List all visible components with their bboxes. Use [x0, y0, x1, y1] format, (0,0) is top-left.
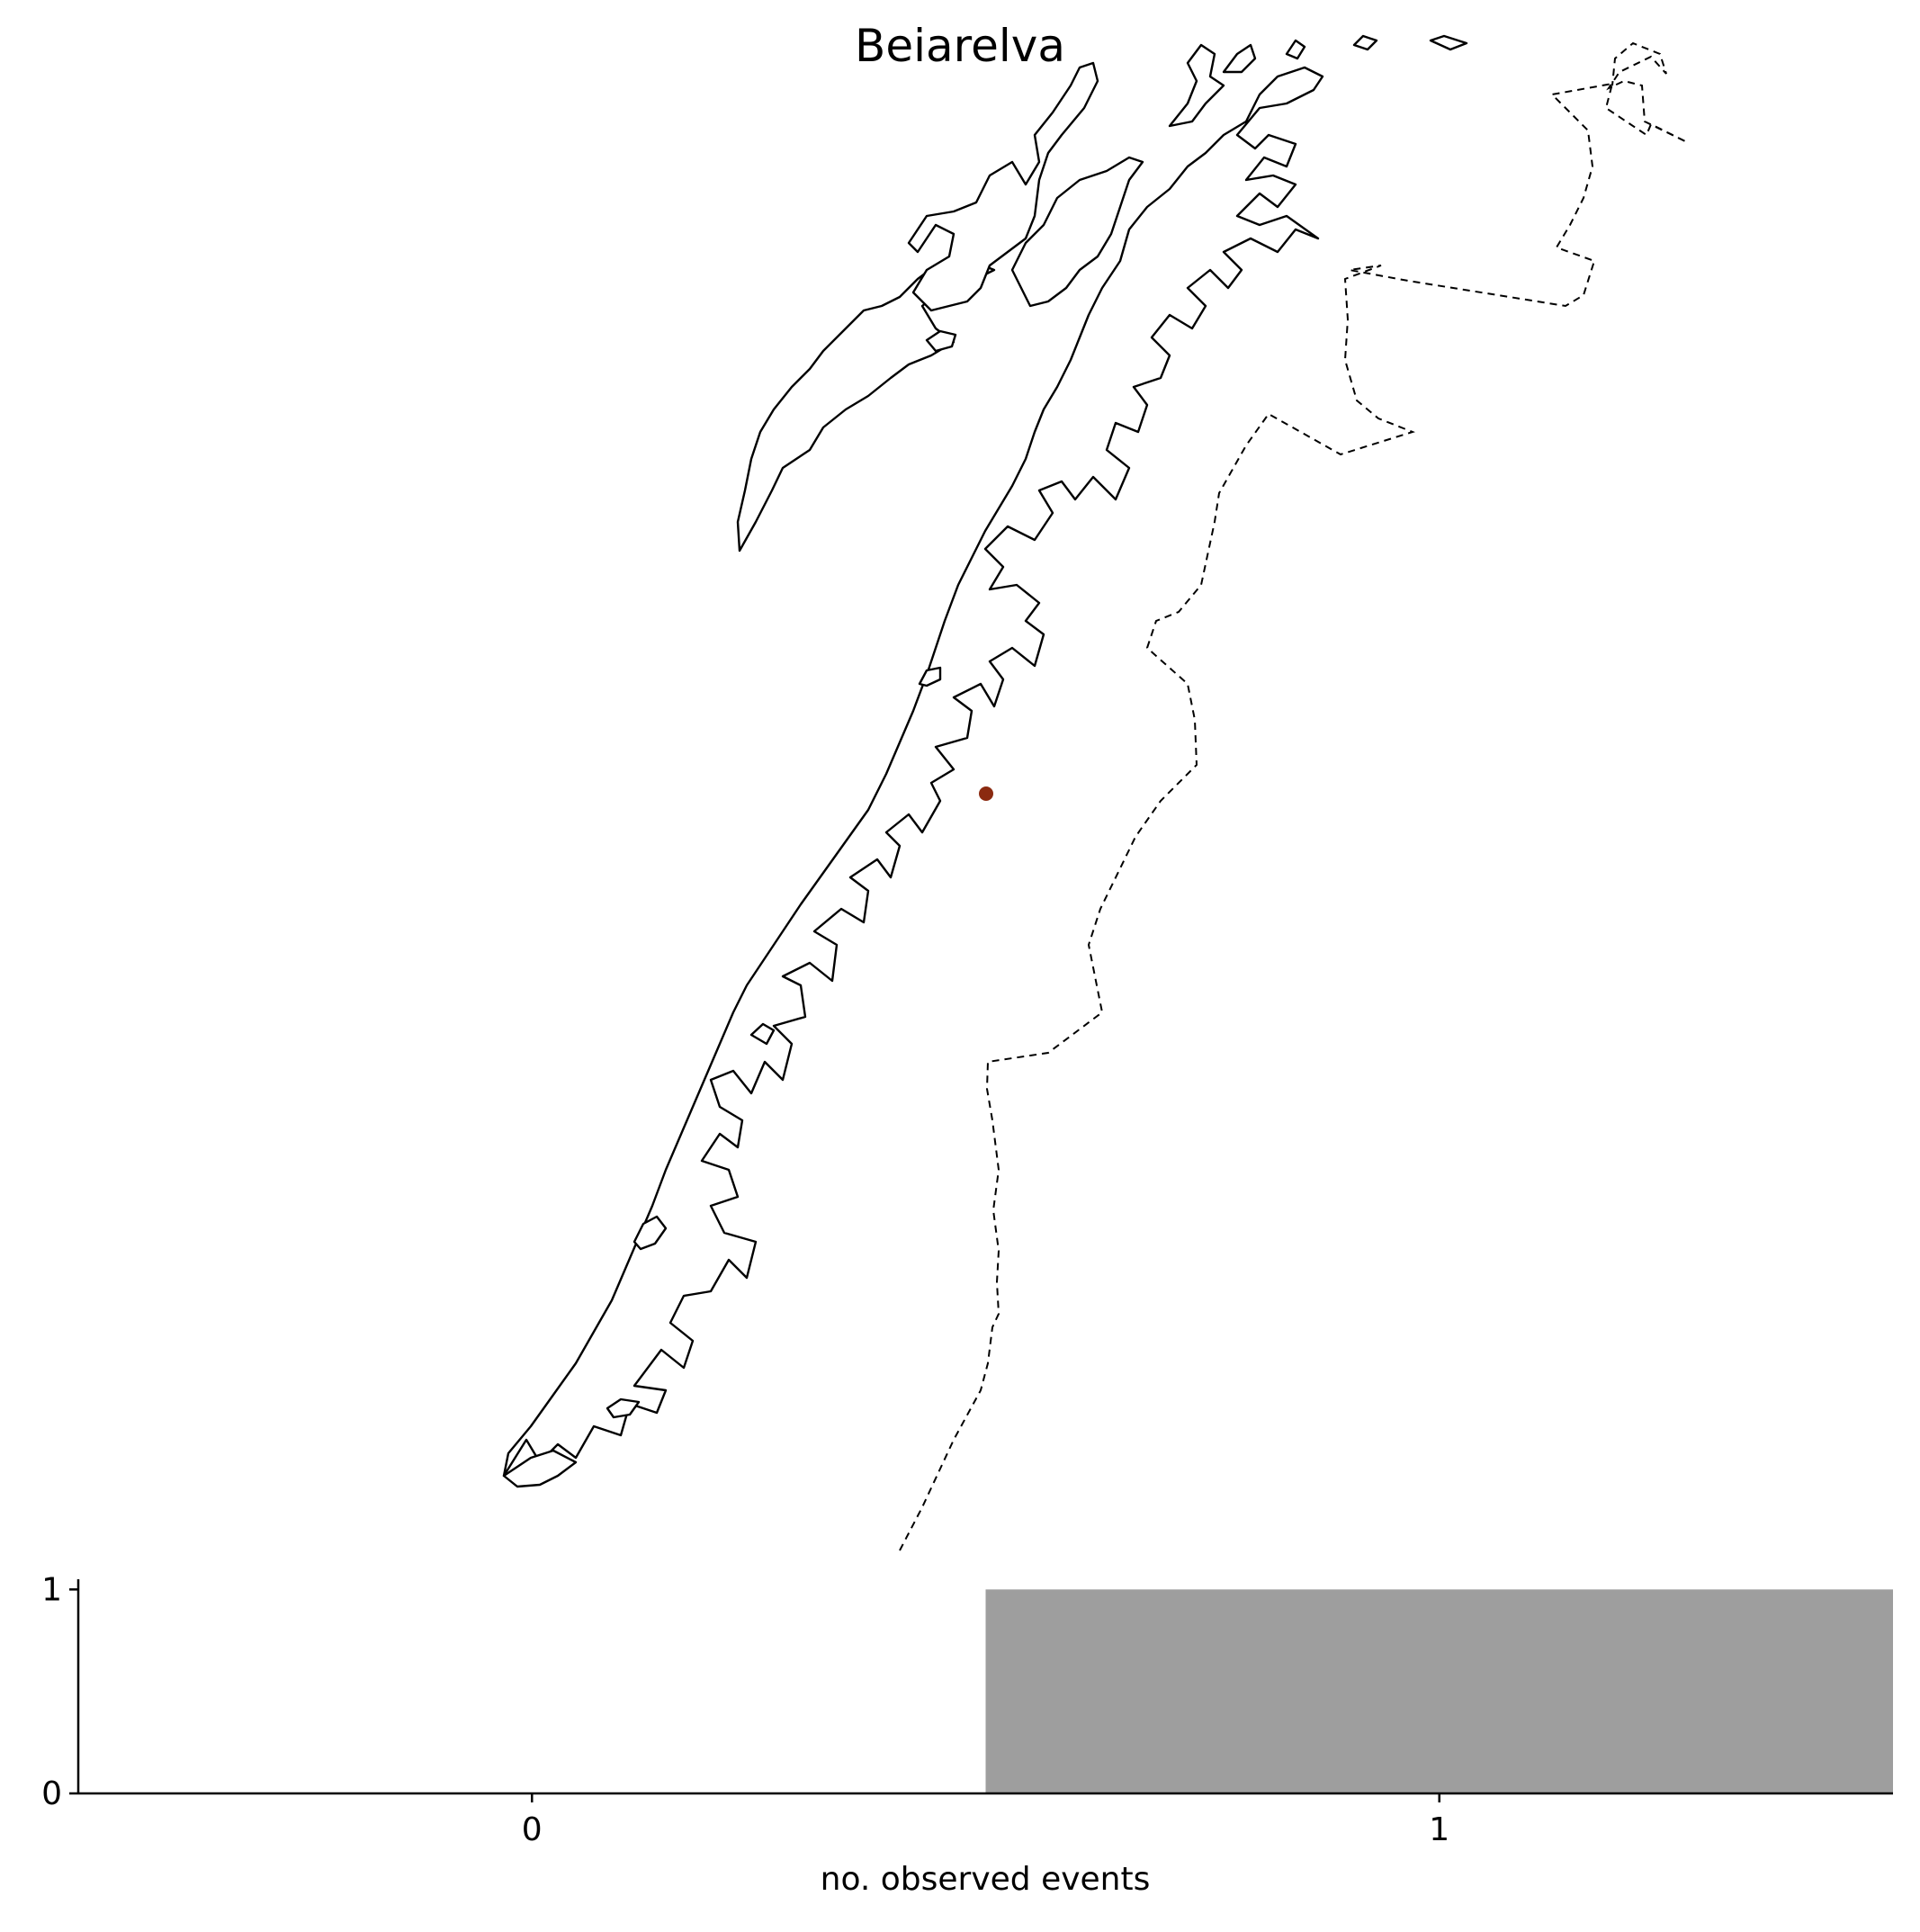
coastline-island-3 — [633, 1215, 668, 1251]
y-tick-label-0: 0 — [41, 1775, 62, 1812]
coastline-mainland — [502, 66, 1324, 1478]
coastline-north-islands — [1168, 34, 1468, 128]
coastline-vesteralen — [907, 61, 1099, 312]
x-axis-title: no. observed events — [821, 1861, 1151, 1898]
map-title: Beiarelva — [855, 20, 1065, 72]
station-marker — [979, 786, 993, 801]
coastline-island-1 — [925, 329, 957, 353]
coastline-island-5 — [749, 1022, 776, 1046]
coastline-lofoten — [736, 259, 996, 553]
bar-1 — [985, 1589, 1893, 1793]
bars-group — [985, 1589, 1893, 1793]
x-tick-label-1: 1 — [1429, 1811, 1449, 1848]
y-ticks: 01 — [41, 1571, 78, 1812]
y-tick-label-1: 1 — [41, 1571, 62, 1608]
coastline-island-4 — [606, 1397, 641, 1419]
map-panel: Beiarelva — [502, 20, 1688, 1551]
x-tick-label-0: 0 — [522, 1811, 543, 1848]
coastline-island-2 — [918, 666, 942, 687]
coastline-island-6 — [502, 1449, 578, 1488]
coastline-hinnoya — [1010, 156, 1144, 308]
national-border — [899, 41, 1688, 1551]
